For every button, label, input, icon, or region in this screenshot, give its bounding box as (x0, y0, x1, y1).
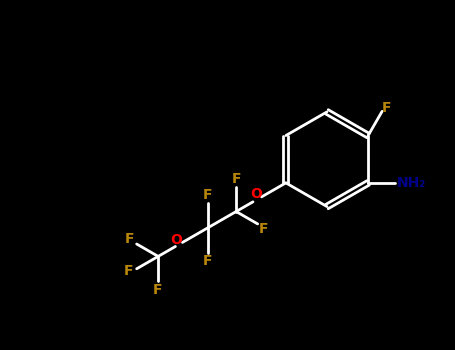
Text: F: F (382, 101, 391, 115)
Text: NH₂: NH₂ (396, 176, 426, 190)
Text: O: O (171, 233, 182, 247)
Text: F: F (258, 222, 268, 236)
Text: O: O (250, 187, 262, 201)
Text: F: F (232, 172, 241, 186)
Text: F: F (124, 264, 134, 278)
Text: F: F (125, 232, 135, 246)
Text: F: F (203, 254, 212, 268)
Text: F: F (203, 188, 212, 202)
Text: F: F (152, 283, 162, 297)
